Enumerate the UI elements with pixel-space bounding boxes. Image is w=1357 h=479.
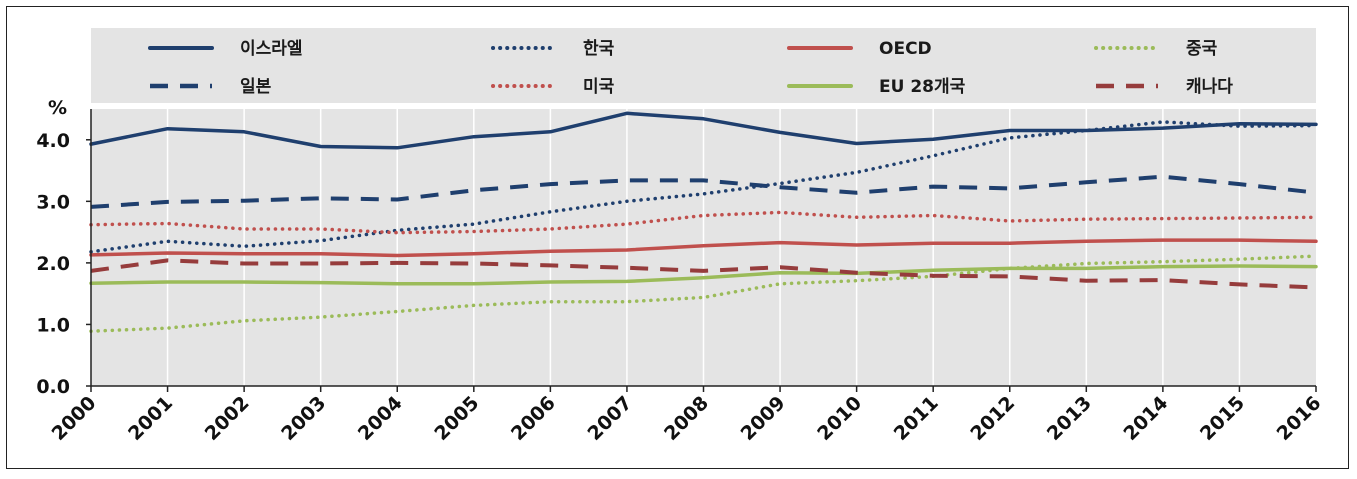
x-tick-label: 2016 xyxy=(1273,392,1326,445)
x-tick-label: 2015 xyxy=(1196,392,1249,445)
series-line-2 xyxy=(89,238,1318,258)
x-tick-label: 2005 xyxy=(430,392,483,445)
legend-label: 미국 xyxy=(583,77,615,97)
x-tick-label: 2014 xyxy=(1119,392,1172,445)
legend-label: 캐나다 xyxy=(1186,77,1233,97)
series-line-5 xyxy=(89,210,1318,235)
series-line-6 xyxy=(89,264,1318,286)
series-line-7 xyxy=(90,258,1317,290)
y-tick-label: 1.0 xyxy=(36,314,70,336)
x-tick-label: 2011 xyxy=(890,392,943,445)
y-tick-label: 3.0 xyxy=(36,191,70,213)
legend-label: EU 28개국 xyxy=(879,77,966,97)
series-line-1 xyxy=(89,120,1318,254)
legend-label: OECD xyxy=(879,39,932,59)
legend-label: 한국 xyxy=(583,39,615,59)
x-tick-label: 2003 xyxy=(277,392,330,445)
y-tick-label: 4.0 xyxy=(36,130,70,152)
x-tick-label: 2012 xyxy=(966,392,1019,445)
x-tick-label: 2009 xyxy=(737,392,790,445)
y-tick-label: 0.0 xyxy=(36,376,70,398)
x-tick-label: 2001 xyxy=(124,392,177,445)
vertical-gridlines xyxy=(166,109,1241,386)
series-line-0 xyxy=(89,111,1318,150)
x-tick-label: 2002 xyxy=(201,392,254,445)
series-line-3 xyxy=(89,254,1318,333)
y-tick-label: 2.0 xyxy=(36,253,70,275)
x-tick-label: 2008 xyxy=(660,392,713,445)
x-tick-label: 2010 xyxy=(813,392,866,445)
x-tick-label: 2006 xyxy=(507,392,560,445)
y-axis-unit: % xyxy=(48,97,67,119)
legend-label: 이스라엘 xyxy=(240,39,303,59)
legend-label: 중국 xyxy=(1186,39,1218,59)
legend-background xyxy=(91,28,1316,103)
series-line-4 xyxy=(90,174,1317,209)
legend-label: 일본 xyxy=(240,77,272,97)
x-tick-label: 2004 xyxy=(354,392,407,445)
x-tick-label: 2007 xyxy=(584,392,637,445)
x-tick-label: 2000 xyxy=(48,392,101,445)
series-lines xyxy=(89,111,1318,333)
x-tick-label: 2013 xyxy=(1043,392,1096,445)
